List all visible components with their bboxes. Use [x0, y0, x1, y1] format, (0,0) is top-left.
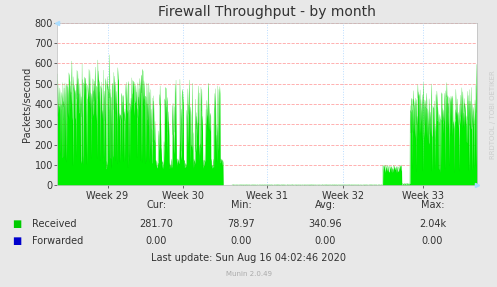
Text: 281.70: 281.70: [140, 220, 173, 229]
Text: 0.00: 0.00: [230, 236, 252, 246]
Text: ■: ■: [12, 220, 22, 229]
Text: Received: Received: [32, 220, 77, 229]
Text: Cur:: Cur:: [147, 200, 166, 210]
Text: Last update: Sun Aug 16 04:02:46 2020: Last update: Sun Aug 16 04:02:46 2020: [151, 253, 346, 263]
Text: 0.00: 0.00: [146, 236, 167, 246]
Text: Avg:: Avg:: [315, 200, 336, 210]
Text: Munin 2.0.49: Munin 2.0.49: [226, 271, 271, 277]
Text: Max:: Max:: [420, 200, 444, 210]
Text: 2.04k: 2.04k: [419, 220, 446, 229]
Text: Min:: Min:: [231, 200, 251, 210]
Text: Forwarded: Forwarded: [32, 236, 83, 246]
Title: Firewall Throughput - by month: Firewall Throughput - by month: [158, 5, 376, 19]
Text: 78.97: 78.97: [227, 220, 255, 229]
Text: ■: ■: [12, 236, 22, 246]
Text: 340.96: 340.96: [309, 220, 342, 229]
Text: RRDTOOL / TOBI OETIKER: RRDTOOL / TOBI OETIKER: [490, 70, 496, 159]
Y-axis label: Packets/second: Packets/second: [22, 66, 32, 142]
Text: 0.00: 0.00: [315, 236, 336, 246]
Text: 0.00: 0.00: [421, 236, 443, 246]
